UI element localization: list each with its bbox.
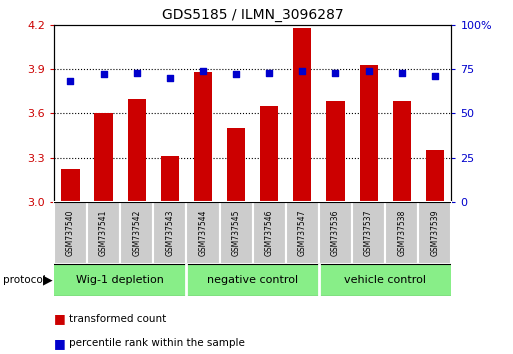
Bar (194, 72, 212, 202)
Point (66, 79, 74, 84)
Bar (62, 169, 80, 202)
Bar (319, 202, 352, 264)
Bar (293, 28, 311, 202)
Text: GSM737537: GSM737537 (364, 210, 373, 256)
Point (265, 70, 273, 75)
Bar (260, 106, 279, 202)
Text: GSM737541: GSM737541 (99, 210, 108, 256)
Bar (94, 113, 113, 202)
Bar (426, 150, 444, 202)
Bar (252, 202, 286, 264)
Point (298, 68, 306, 74)
Point (365, 68, 373, 74)
Bar (161, 156, 179, 202)
Bar (392, 102, 411, 202)
Text: GSM737543: GSM737543 (165, 210, 174, 256)
Text: ▶: ▶ (43, 273, 52, 286)
Text: GSM737547: GSM737547 (298, 210, 307, 256)
Point (100, 72, 108, 77)
Bar (128, 98, 146, 202)
Text: GSM737539: GSM737539 (430, 210, 439, 256)
Bar (153, 202, 186, 264)
Bar (352, 202, 385, 264)
Text: GSM737545: GSM737545 (231, 210, 241, 256)
Text: GSM737544: GSM737544 (199, 210, 207, 256)
Bar (54, 202, 87, 264)
Point (199, 68, 207, 74)
Point (431, 73, 439, 79)
Text: vehicle control: vehicle control (344, 275, 426, 285)
Bar (120, 202, 153, 264)
Text: GSM737546: GSM737546 (265, 210, 274, 256)
Point (232, 72, 240, 77)
Point (132, 70, 141, 75)
Bar (186, 202, 220, 264)
Text: negative control: negative control (207, 275, 298, 285)
Point (331, 70, 340, 75)
Text: percentile rank within the sample: percentile rank within the sample (69, 338, 245, 348)
Text: GSM737542: GSM737542 (132, 210, 141, 256)
Text: ■: ■ (54, 337, 66, 350)
Title: GDS5185 / ILMN_3096287: GDS5185 / ILMN_3096287 (162, 8, 344, 22)
Bar (385, 202, 418, 264)
Text: transformed count: transformed count (69, 314, 167, 324)
Bar (286, 202, 319, 264)
Bar (220, 202, 252, 264)
Point (398, 70, 406, 75)
Text: protocol: protocol (3, 275, 45, 285)
Point (166, 75, 174, 81)
Text: Wig-1 depletion: Wig-1 depletion (76, 275, 164, 285)
Text: GSM737536: GSM737536 (331, 210, 340, 256)
Bar (360, 65, 378, 202)
Bar (227, 128, 245, 202)
Bar (418, 202, 451, 264)
Text: GSM737538: GSM737538 (397, 210, 406, 256)
Text: ■: ■ (54, 312, 66, 325)
Bar (326, 102, 345, 202)
Bar (87, 202, 120, 264)
Text: GSM737540: GSM737540 (66, 210, 75, 256)
